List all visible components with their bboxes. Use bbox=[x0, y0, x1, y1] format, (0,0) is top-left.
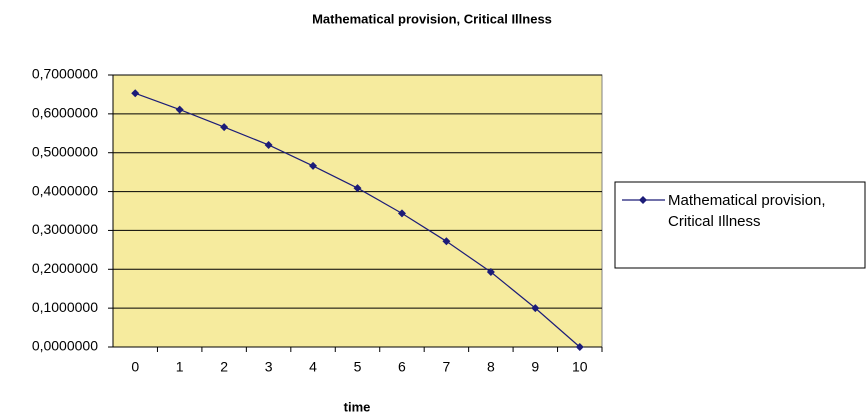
legend-box bbox=[614, 181, 866, 269]
plot-area bbox=[112, 74, 603, 348]
x-tick-label: 0 bbox=[131, 359, 139, 375]
y-tick-label: 0,0000000 bbox=[32, 338, 98, 354]
marker bbox=[353, 184, 362, 193]
legend-label: Mathematical provision, Critical Illness bbox=[668, 192, 826, 230]
x-tick-label: 5 bbox=[354, 359, 362, 375]
marker bbox=[442, 237, 451, 246]
x-tick-label: 6 bbox=[398, 359, 406, 375]
x-tick-label: 2 bbox=[220, 359, 228, 375]
chart-title: Mathematical provision, Critical Illness bbox=[312, 11, 552, 26]
marker bbox=[531, 304, 540, 313]
x-tick-label: 8 bbox=[487, 359, 495, 375]
y-tick-label: 0,7000000 bbox=[32, 66, 98, 82]
y-tick-label: 0,1000000 bbox=[32, 299, 98, 315]
x-tick-label: 3 bbox=[265, 359, 273, 375]
marker bbox=[175, 105, 184, 114]
y-tick-label: 0,3000000 bbox=[32, 221, 98, 237]
y-tick-label: 0,5000000 bbox=[32, 143, 98, 159]
marker bbox=[397, 209, 406, 218]
x-tick-label: 10 bbox=[572, 359, 588, 375]
marker bbox=[486, 268, 495, 277]
x-tick-label: 4 bbox=[309, 359, 317, 375]
y-tick-label: 0,4000000 bbox=[32, 182, 98, 198]
marker bbox=[220, 123, 229, 132]
marker bbox=[309, 161, 318, 170]
y-tick-label: 0,2000000 bbox=[32, 260, 98, 276]
marker bbox=[575, 343, 584, 351]
x-tick-label: 9 bbox=[531, 359, 539, 375]
x-tick-label: 7 bbox=[443, 359, 451, 375]
y-tick-label: 0,6000000 bbox=[32, 105, 98, 121]
marker bbox=[264, 140, 273, 149]
x-axis-title: time bbox=[344, 399, 371, 414]
x-tick-label: 1 bbox=[176, 359, 184, 375]
marker bbox=[131, 89, 140, 98]
marker bbox=[639, 196, 647, 204]
